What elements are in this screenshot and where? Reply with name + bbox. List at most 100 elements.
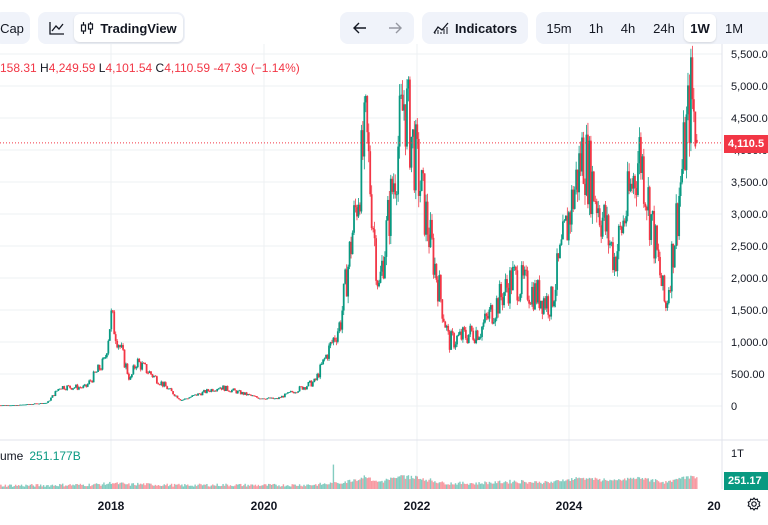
volume-bar (693, 476, 695, 489)
volume-bar (582, 477, 585, 489)
volume-bar (481, 483, 483, 489)
candle (292, 391, 295, 394)
timeframe-1m[interactable]: 1M (716, 14, 752, 42)
volume-bar (94, 483, 96, 489)
volume-bar (104, 484, 107, 489)
candle (656, 224, 658, 251)
candle (575, 161, 578, 195)
volume-bar (293, 484, 295, 489)
candle (2, 405, 5, 406)
volume-bar (368, 477, 370, 489)
volume-bar (9, 484, 11, 489)
volume-bar (116, 482, 118, 489)
candle (120, 342, 123, 349)
volume-bar (422, 478, 424, 489)
candle (325, 354, 327, 359)
candle (275, 398, 277, 400)
candle (432, 233, 435, 279)
volume-bar (460, 484, 463, 489)
time-axis[interactable]: 2018 2020 2022 2024 20 (98, 499, 721, 513)
candle (614, 255, 617, 272)
timeframe-4h[interactable]: 4h (612, 14, 644, 42)
candle (261, 398, 264, 400)
candle (148, 370, 151, 374)
candle (345, 264, 348, 297)
candle (163, 381, 166, 388)
redo-button[interactable] (377, 14, 412, 42)
volume-bar (197, 484, 199, 489)
volume-bar (475, 482, 477, 489)
candle (116, 339, 119, 349)
candle (320, 362, 323, 366)
candle (473, 338, 476, 344)
volume-bar (92, 484, 95, 489)
volume-bar (362, 478, 364, 489)
candle (47, 401, 49, 403)
candle (188, 397, 191, 399)
line-chart-button[interactable] (40, 14, 74, 42)
volume-bar (54, 485, 57, 489)
candle (51, 395, 54, 398)
volume-bar (107, 483, 110, 489)
volume-bar (140, 483, 142, 489)
volume-bar (340, 483, 342, 489)
candle (670, 241, 673, 299)
indicators-button[interactable]: Indicators (424, 14, 526, 42)
volume-bar (647, 478, 649, 489)
volume-bar (691, 476, 694, 489)
candle (125, 362, 127, 370)
undo-button[interactable] (342, 14, 377, 42)
candle (657, 243, 660, 262)
candle (409, 76, 411, 170)
volume-bar (671, 481, 673, 489)
candle (300, 386, 302, 388)
candle (232, 388, 235, 391)
candle (566, 207, 569, 241)
volume-bar (609, 479, 611, 489)
indicators-icon (433, 21, 449, 35)
candle (211, 388, 214, 392)
volume-bar (242, 485, 245, 489)
price-axis[interactable]: 5,500.005,000.004,500.004,000.003,500.00… (731, 49, 768, 413)
candle (550, 285, 553, 320)
candle (694, 111, 697, 149)
candle (398, 84, 401, 159)
timeframe-1h[interactable]: 1h (580, 14, 612, 42)
volume-bar (288, 486, 290, 489)
timeframe-1w[interactable]: 1W (684, 14, 716, 42)
volume-bar (634, 479, 636, 489)
candle (267, 397, 270, 399)
candle (208, 390, 211, 393)
candle (692, 87, 695, 123)
candle (8, 405, 11, 407)
candle (445, 324, 448, 331)
volume-bar (169, 484, 171, 489)
volume-bar (387, 479, 389, 489)
volume-bar (353, 479, 355, 489)
market-cap-toggle[interactable]: Cap (0, 12, 30, 44)
volume-bar (535, 481, 538, 489)
price-chart[interactable]: 5,500.005,000.004,500.004,000.003,500.00… (0, 44, 768, 525)
timeframe-24h[interactable]: 24h (644, 14, 684, 42)
tradingview-button[interactable]: TradingView (74, 14, 183, 42)
candle (545, 292, 548, 312)
volume-bar (682, 476, 685, 489)
market-cap-button[interactable]: Cap (0, 14, 30, 42)
candle (439, 274, 442, 303)
volume-bar (114, 482, 117, 489)
candle (379, 265, 382, 284)
volume-bar (254, 484, 257, 489)
volume-bar (262, 485, 264, 489)
candle (236, 390, 239, 394)
candle (360, 124, 363, 214)
timeframe-15m[interactable]: 15m (538, 14, 580, 42)
chart-settings-button[interactable] (745, 496, 763, 515)
volume-bar (344, 481, 346, 489)
volume-bar (476, 484, 479, 489)
candle (198, 393, 201, 395)
candle (72, 388, 74, 391)
volume-bar (628, 478, 630, 489)
volume-bar (137, 482, 139, 489)
volume-bar (681, 476, 683, 489)
timeframe-selector: 15m 1h 4h 24h 1W 1M (536, 12, 768, 44)
